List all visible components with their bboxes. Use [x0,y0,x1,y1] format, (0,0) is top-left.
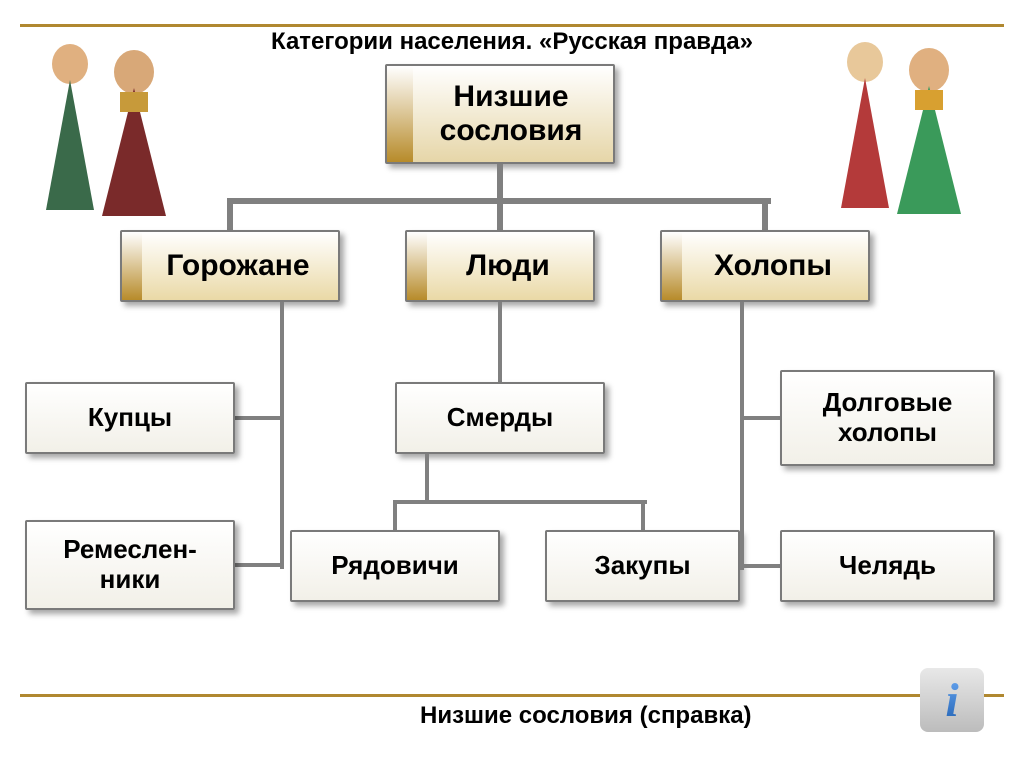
node-accent [387,66,413,162]
node-accent [122,232,142,300]
connector [740,302,744,570]
connector [498,302,502,382]
node-label: Долговыехолопы [782,372,993,464]
node-smerdy: Смерды [395,382,605,454]
info-glyph: i [945,673,958,728]
node-chelyad: Челядь [780,530,995,602]
node-label: Рядовичи [292,532,498,600]
connector [641,500,645,530]
connector [235,563,280,567]
illustration-left [10,20,210,220]
page-title: Категории населения. «Русская правда» [271,28,753,56]
connector [395,500,647,504]
node-accent [407,232,427,300]
connector [762,198,768,230]
footer-caption: Низшие сословия (справка) [420,702,752,730]
connector [227,198,233,230]
connector [497,198,503,230]
node-label: Закупы [547,532,738,600]
node-label: Купцы [27,384,233,452]
node-label: Низшиесословия [387,66,613,162]
node-lyudi: Люди [405,230,595,302]
node-label: Ремеслен-ники [27,522,233,608]
node-label: Смерды [397,384,603,452]
connector [740,564,780,568]
connector [280,302,284,569]
node-gorozhane: Горожане [120,230,340,302]
info-icon[interactable]: i [920,668,984,732]
connector [497,164,503,198]
connector [740,416,780,420]
node-label: Холопы [662,232,868,300]
connector [235,416,280,420]
node-accent [662,232,682,300]
connector [393,500,397,530]
node-kholopy: Холопы [660,230,870,302]
node-label: Люди [407,232,593,300]
node-kupcy: Купцы [25,382,235,454]
node-zakupy: Закупы [545,530,740,602]
footer-rule [20,694,1004,697]
node-label: Челядь [782,532,993,600]
node-root: Низшиесословия [385,64,615,164]
node-dolgovye: Долговыехолопы [780,370,995,466]
connector [425,454,429,500]
node-ryadovichi: Рядовичи [290,530,500,602]
illustration-right [800,18,1010,218]
node-remeslenniki: Ремеслен-ники [25,520,235,610]
node-label: Горожане [122,232,338,300]
